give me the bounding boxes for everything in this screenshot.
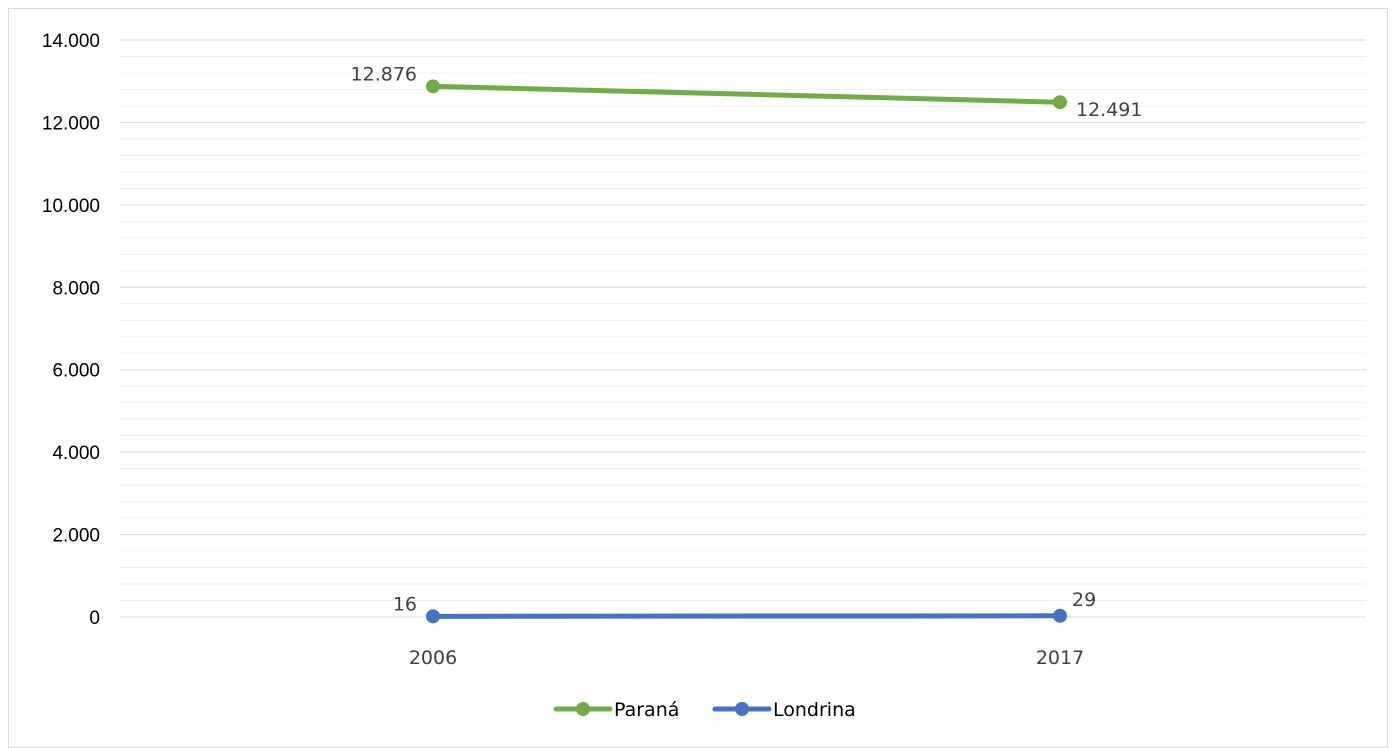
series-lines [426,79,1067,624]
data-point [1053,608,1067,623]
y-tick-label: 10.000 [42,196,100,217]
legend-swatch-marker [576,702,590,716]
data-label: 16 [393,593,417,615]
y-tick-label: 6.000 [52,361,100,382]
y-tick-label: 8.000 [52,278,100,299]
legend-swatch-marker [735,702,749,716]
x-axis-ticks: 2006 2017 [409,647,1084,669]
y-tick-label: 4.000 [52,443,100,464]
data-point [426,609,440,624]
legend: Paraná Londrina [553,699,856,721]
x-tick-label: 2017 [1036,647,1084,669]
y-tick-label: 0 [89,608,100,629]
data-label: 12.491 [1076,99,1142,121]
data-labels: 12.876 12.491 16 29 [351,63,1143,615]
series-line-0 [430,83,1063,105]
y-tick-label: 14.000 [42,31,100,52]
y-tick-label: 2.000 [52,526,100,547]
data-label: 12.876 [351,63,417,85]
data-point [1053,95,1067,110]
legend-label: Londrina [773,699,856,721]
gridlines [120,39,1366,618]
y-axis-ticks: 0 2.000 4.000 6.000 8.000 10.000 12.000 14.000 [42,31,100,629]
y-tick-label: 12.000 [42,113,100,134]
data-label: 29 [1072,589,1096,611]
chart-frame [8,8,1388,748]
legend-label: Paraná [614,699,679,721]
data-point [426,79,440,94]
series-line-1 [430,613,1063,619]
x-tick-label: 2006 [409,647,457,669]
